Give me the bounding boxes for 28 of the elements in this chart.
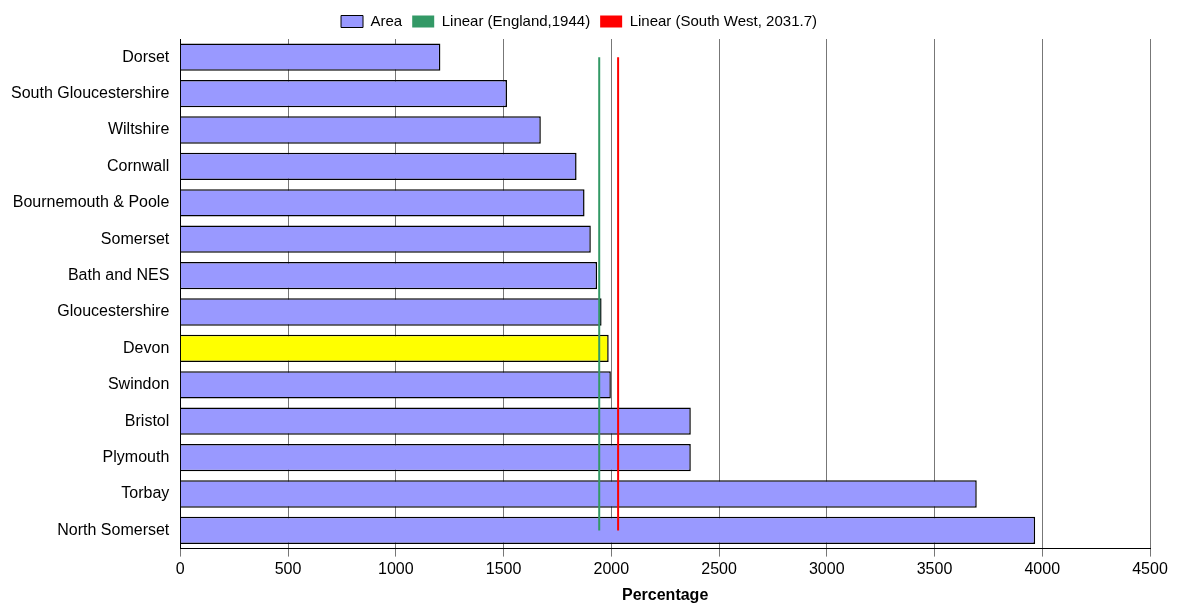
y-tick-label: Somerset (100, 229, 170, 247)
y-tick-label: Devon (123, 338, 170, 356)
legend-label: Area (370, 11, 403, 29)
y-tick-label: Dorset (122, 47, 170, 65)
y-tick-label: North Somerset (57, 520, 170, 538)
x-tick-label: 4500 (1132, 559, 1168, 577)
y-tick-label: Plymouth (102, 448, 170, 466)
y-tick-label: Bath and NES (67, 266, 170, 284)
x-tick-label: 1500 (485, 559, 522, 577)
y-tick-label: Swindon (107, 375, 170, 393)
x-tick-label: 1000 (378, 559, 414, 577)
x-tick-label: 500 (274, 559, 302, 577)
y-tick-label: South Gloucestershire (10, 84, 170, 102)
x-tick-label: 3500 (916, 559, 953, 577)
legend-label: Linear (England,1944) (441, 11, 591, 29)
legend-label: Linear (South West, 2031.7) (629, 11, 817, 29)
y-tick-label: Cornwall (107, 156, 170, 174)
x-axis-title: Percentage (622, 585, 709, 603)
y-tick-label: Torbay (121, 484, 170, 502)
x-tick-label: 4000 (1024, 559, 1061, 577)
x-tick-label: 2500 (701, 559, 737, 577)
y-tick-label: Gloucestershire (57, 302, 170, 320)
x-tick-label: 3000 (808, 559, 845, 577)
x-tick-label: 2000 (593, 559, 630, 577)
y-tick-label: Bournemouth & Poole (12, 193, 170, 211)
y-tick-label: Wiltshire (107, 120, 170, 138)
y-tick-label: Bristol (124, 411, 170, 429)
x-tick-label: 0 (175, 559, 185, 577)
